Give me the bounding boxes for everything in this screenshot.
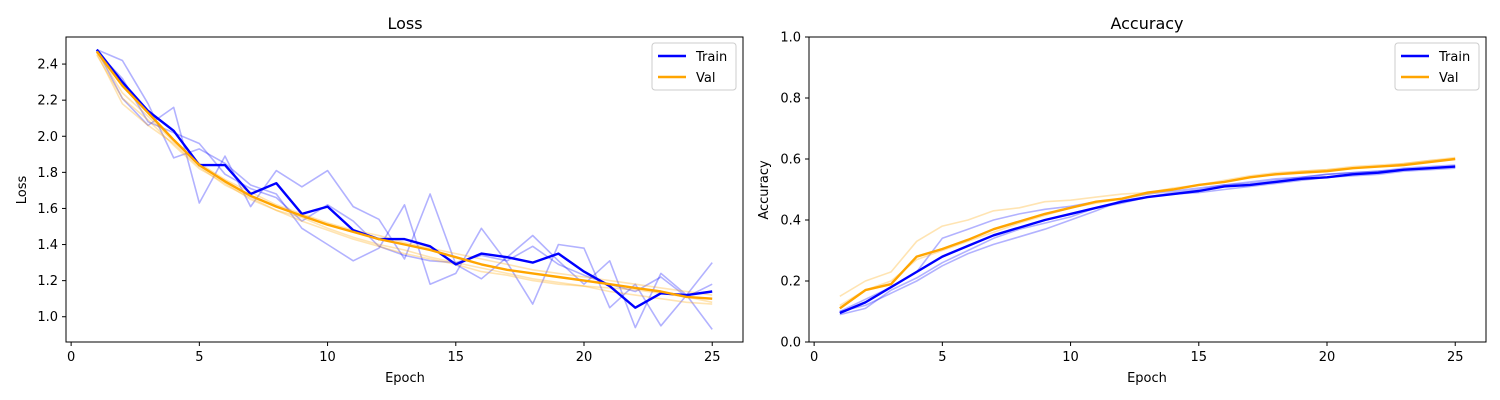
accuracy-y-tick-label: 0.4 bbox=[780, 214, 801, 229]
loss-y-tick-label: 2.0 bbox=[37, 130, 58, 145]
accuracy-x-tick-label: 0 bbox=[810, 350, 818, 365]
accuracy-x-tick-label: 20 bbox=[1319, 350, 1336, 365]
loss-x-tick-label: 20 bbox=[576, 350, 593, 365]
accuracy-x-ticks: 0 5 10 15 20 25 bbox=[810, 342, 1464, 365]
loss-legend-box bbox=[651, 42, 737, 91]
loss-x-tick-label: 10 bbox=[319, 350, 336, 365]
accuracy-y-tick-label: 0.8 bbox=[780, 92, 801, 107]
accuracy-background-line-2 bbox=[839, 164, 1456, 313]
loss-legend: Train Val bbox=[651, 42, 737, 91]
accuracy-plot-area bbox=[839, 156, 1456, 316]
loss-background-line-2 bbox=[96, 48, 713, 330]
loss-y-tick-label: 1.6 bbox=[37, 202, 58, 217]
accuracy-y-tick-label: 1.0 bbox=[780, 31, 801, 46]
loss-title: Loss bbox=[387, 14, 422, 33]
accuracy-x-tick-label: 10 bbox=[1062, 350, 1079, 365]
loss-plot-area bbox=[95, 48, 713, 330]
loss-y-ticks: 1.0 1.2 1.4 1.6 1.8 2.0 2.2 2.4 bbox=[37, 58, 66, 325]
loss-x-tick-label: 15 bbox=[448, 350, 465, 365]
accuracy-x-tick-label: 5 bbox=[938, 350, 946, 365]
accuracy-y-tick-label: 0.0 bbox=[780, 336, 801, 351]
loss-y-tick-label: 1.8 bbox=[37, 166, 58, 181]
loss-y-tick-label: 1.4 bbox=[37, 238, 58, 253]
loss-x-tick-label: 25 bbox=[704, 350, 721, 365]
loss-y-axis-label: Loss bbox=[15, 176, 30, 205]
loss-x-axis-label: Epoch bbox=[385, 371, 425, 386]
loss-y-tick-label: 1.2 bbox=[37, 274, 58, 289]
loss-y-tick-label: 2.4 bbox=[37, 58, 58, 73]
loss-x-tick-label: 5 bbox=[195, 350, 203, 365]
loss-background-line-1 bbox=[96, 49, 713, 329]
accuracy-val-line bbox=[839, 157, 1456, 310]
accuracy-axes-frame bbox=[808, 36, 1487, 343]
loss-axes-frame bbox=[65, 36, 744, 343]
accuracy-legend-box bbox=[1394, 42, 1480, 91]
accuracy-y-tick-label: 0.6 bbox=[780, 153, 801, 168]
accuracy-y-axis-label: Accuracy bbox=[757, 160, 772, 220]
loss-val-line bbox=[95, 50, 713, 300]
loss-x-tick-label: 0 bbox=[67, 350, 75, 365]
accuracy-y-ticks: 0.0 0.2 0.4 0.6 0.8 1.0 bbox=[780, 31, 809, 351]
accuracy-legend: Train Val bbox=[1394, 42, 1480, 91]
accuracy-y-tick-label: 0.2 bbox=[780, 275, 801, 290]
accuracy-x-tick-label: 25 bbox=[1447, 350, 1464, 365]
loss-legend-val-label: Val bbox=[696, 71, 715, 86]
accuracy-title: Accuracy bbox=[1110, 14, 1183, 33]
accuracy-legend-val-label: Val bbox=[1439, 71, 1458, 86]
accuracy-x-tick-label: 15 bbox=[1191, 350, 1208, 365]
loss-y-tick-label: 2.2 bbox=[37, 94, 58, 109]
accuracy-subplot: Accuracy 0 5 10 15 20 25 0.0 0.2 0.4 0.6 0.8 1.0 E… bbox=[757, 14, 1487, 386]
accuracy-train-line bbox=[839, 165, 1456, 315]
loss-y-tick-label: 1.0 bbox=[37, 310, 58, 325]
accuracy-x-axis-label: Epoch bbox=[1127, 371, 1167, 386]
loss-subplot: Loss 0 5 10 15 20 25 1.0 1.2 1.4 1.6 1.8 2.0 2.2 2.4… bbox=[15, 14, 744, 386]
loss-background-line-6 bbox=[96, 54, 713, 305]
loss-background-line-4 bbox=[96, 52, 713, 304]
loss-x-ticks: 0 5 10 15 20 25 bbox=[67, 342, 721, 365]
accuracy-legend-train-label: Train bbox=[1438, 50, 1470, 65]
loss-legend-train-label: Train bbox=[695, 50, 727, 65]
